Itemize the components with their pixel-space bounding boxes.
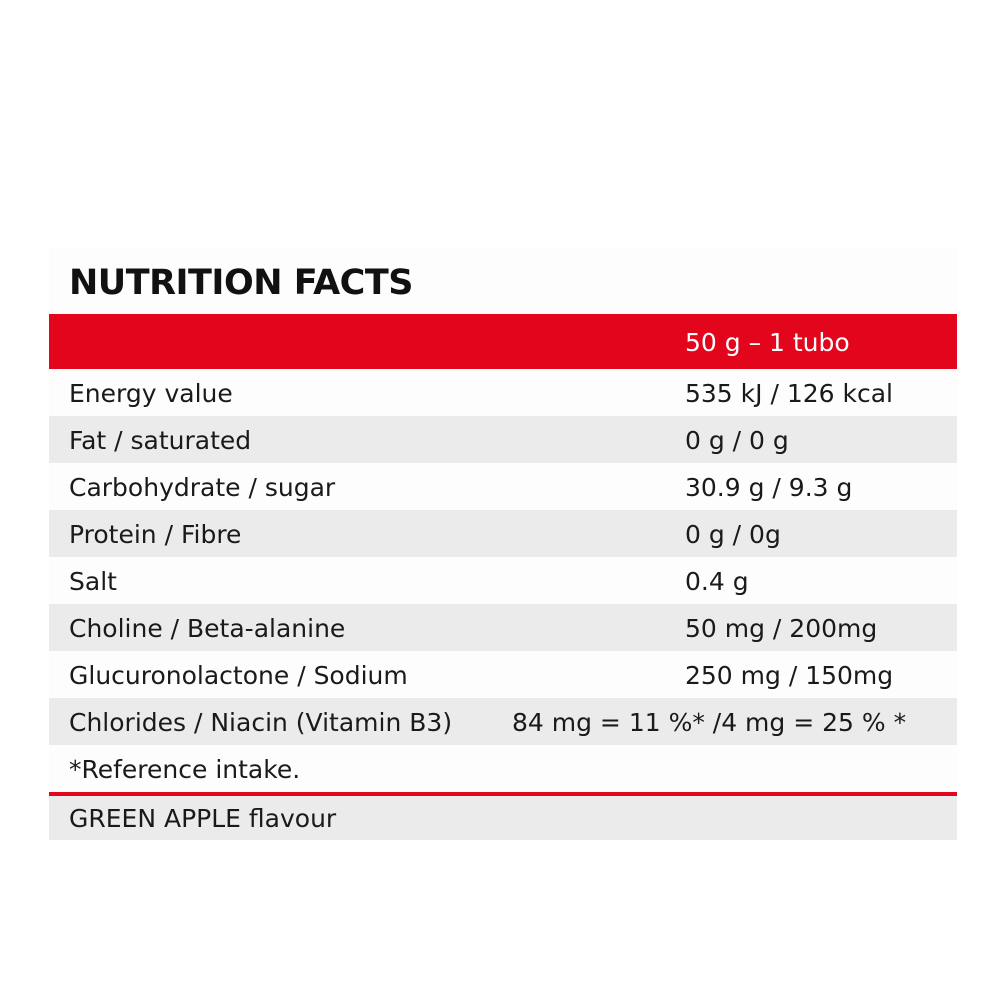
table-row-carbohydrate: Carbohydrate / sugar 30.9 g / 9.3 g [49, 463, 957, 510]
row-label: Protein / Fibre [69, 520, 242, 549]
table-row-chlorides: Chlorides / Niacin (Vitamin B3) 84 mg = … [49, 698, 957, 745]
row-label: Glucuronolactone / Sodium [69, 661, 408, 690]
row-value: 30.9 g / 9.3 g [685, 473, 853, 502]
row-label: Energy value [69, 379, 233, 408]
row-value: 84 mg = 11 %* /4 mg = 25 % * [512, 708, 907, 737]
row-value: 50 mg / 200mg [685, 614, 878, 643]
flavour-row: GREEN APPLE flavour [49, 796, 957, 840]
table-row-salt: Salt 0.4 g [49, 557, 957, 604]
row-value: 0.4 g [685, 567, 749, 596]
row-label: Fat / saturated [69, 426, 252, 455]
row-value: 535 kJ / 126 kcal [685, 379, 893, 408]
serving-size: 50 g – 1 tubo [685, 328, 850, 357]
table-row-fat: Fat / saturated 0 g / 0 g [49, 416, 957, 463]
flavour-label: GREEN APPLE flavour [69, 804, 337, 833]
page-title: NUTRITION FACTS [69, 263, 413, 303]
divider [49, 792, 957, 796]
table-row-choline: Choline / Beta-alanine 50 mg / 200mg [49, 604, 957, 651]
row-value: 0 g / 0 g [685, 426, 789, 455]
row-label: Choline / Beta-alanine [69, 614, 346, 643]
footnote: *Reference intake. [69, 755, 301, 784]
row-label: Chlorides / Niacin (Vitamin B3) [69, 708, 453, 737]
nutrition-facts-panel: NUTRITION FACTS 50 g – 1 tubo Energy val… [49, 248, 957, 840]
row-label: Carbohydrate / sugar [69, 473, 336, 502]
row-label: Salt [69, 567, 117, 596]
serving-header-row: 50 g – 1 tubo [49, 314, 957, 369]
table-row-protein: Protein / Fibre 0 g / 0g [49, 510, 957, 557]
footnote-row: *Reference intake. [49, 745, 957, 792]
row-value: 250 mg / 150mg [685, 661, 894, 690]
row-value: 0 g / 0g [685, 520, 781, 549]
table-row-glucuronolactone: Glucuronolactone / Sodium 250 mg / 150mg [49, 651, 957, 698]
table-row-energy: Energy value 535 kJ / 126 kcal [49, 369, 957, 416]
